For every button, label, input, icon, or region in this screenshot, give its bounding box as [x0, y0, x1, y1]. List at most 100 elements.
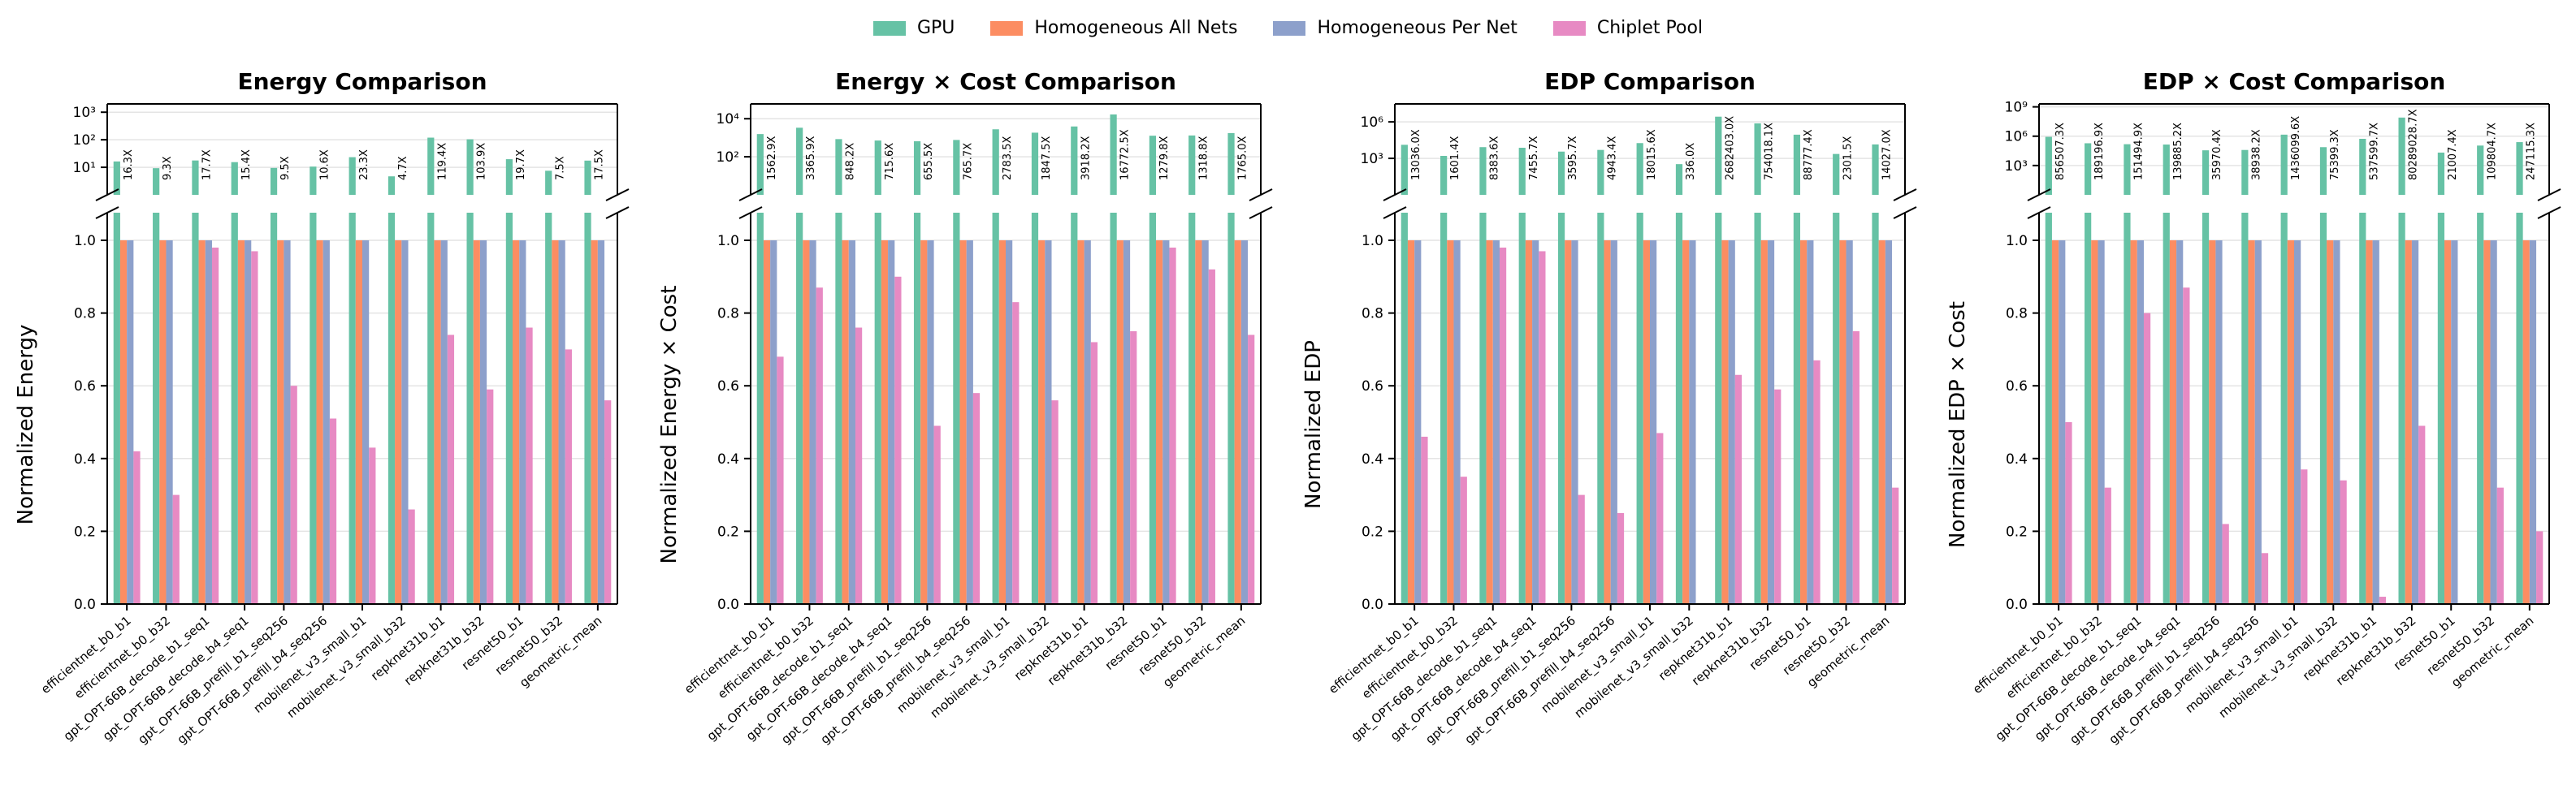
- bar-homogeneous-all-nets: [473, 240, 480, 604]
- bar-homogeneous-all-nets: [1077, 240, 1085, 604]
- axis-break-mark: [2027, 206, 2051, 219]
- bar-gpu-top: [756, 134, 764, 195]
- axis-break-mark: [2537, 188, 2561, 201]
- bar-homogeneous-per-net: [1846, 240, 1853, 604]
- bar-gpu: [913, 213, 921, 604]
- bar-chiplet-pool: [526, 327, 533, 604]
- bar-homogeneous-all-nets: [1760, 240, 1768, 604]
- bar-chiplet-pool: [1617, 513, 1625, 604]
- bar-gpu: [1188, 213, 1196, 604]
- bar-gpu: [2124, 213, 2131, 604]
- bar-gpu: [2085, 213, 2092, 604]
- axis-break-mark: [1383, 188, 1407, 201]
- bar-gpu: [1110, 213, 1117, 604]
- data-label: 10.6X: [318, 149, 331, 180]
- data-label: 247115.3X: [2526, 123, 2538, 180]
- bar-homogeneous-all-nets: [998, 240, 1006, 604]
- bar-gpu: [1479, 213, 1487, 604]
- y-tick-label: 0.0: [74, 597, 96, 613]
- bar-homogeneous-per-net: [1728, 240, 1735, 604]
- bar-homogeneous-per-net: [1123, 240, 1131, 604]
- bar-homogeneous-per-net: [1807, 240, 1814, 604]
- y-tick-label: 0.2: [74, 524, 96, 540]
- bar-gpu: [1401, 213, 1408, 604]
- y-tick-label: 10³: [73, 105, 96, 121]
- bar-homogeneous-all-nets: [2327, 240, 2334, 604]
- chart-panel-1: Energy Comparison 0.0 0.2 0.4 0.6 0.8 1.0 10¹ 10…: [14, 68, 630, 748]
- data-label: 19.7X: [515, 149, 527, 180]
- bar-gpu-top: [953, 140, 960, 195]
- bar-gpu-top: [1754, 123, 1761, 195]
- bar-gpu-top: [874, 140, 881, 195]
- data-label: 21007.4X: [2447, 129, 2459, 180]
- bar-chiplet-pool: [290, 386, 297, 604]
- bar-homogeneous-per-net: [1240, 240, 1249, 604]
- bar-chiplet-pool: [816, 287, 823, 604]
- bar-homogeneous-per-net: [1006, 240, 1013, 604]
- data-label: 1601.4X: [1449, 136, 1461, 180]
- data-label: 1436099.6X: [2290, 116, 2302, 180]
- y-tick-label: 1.0: [2006, 233, 2028, 249]
- bar-gpu-top: [1675, 164, 1683, 195]
- bar-gpu-top: [584, 160, 591, 195]
- data-label: 9.5X: [279, 156, 292, 180]
- bar-homogeneous-per-net: [440, 240, 448, 604]
- bar-homogeneous-all-nets: [2051, 240, 2059, 604]
- bar-gpu: [2045, 213, 2052, 604]
- bar-gpu: [505, 213, 513, 604]
- data-label: 3595.7X: [1567, 136, 1579, 180]
- bar-gpu: [874, 213, 881, 604]
- data-label: 189196.9X: [2093, 123, 2106, 180]
- bar-chiplet-pool: [1813, 360, 1821, 604]
- data-label: 75399.3X: [2329, 129, 2341, 180]
- bar-chiplet-pool: [1499, 247, 1507, 604]
- data-label: 38938.2X: [2250, 129, 2262, 180]
- bar-gpu-top: [2085, 143, 2092, 195]
- bar-gpu: [387, 213, 396, 604]
- y-tick-label: 10⁹: [2005, 100, 2028, 116]
- bar-gpu: [2398, 213, 2405, 604]
- bar-gpu: [1557, 213, 1565, 604]
- y-tick-label: 0.0: [717, 597, 739, 613]
- y-tick-label: 0.8: [74, 306, 96, 322]
- data-label: 15.4X: [240, 149, 253, 180]
- bar-homogeneous-all-nets: [1195, 240, 1202, 604]
- data-label: 655.5X: [923, 143, 935, 180]
- bar-gpu: [1675, 213, 1683, 604]
- bar-gpu-top: [1518, 147, 1526, 195]
- bar-homogeneous-all-nets: [959, 240, 967, 604]
- bar-gpu-top: [1110, 114, 1117, 195]
- bar-chiplet-pool: [211, 247, 219, 604]
- bar-gpu: [2477, 213, 2484, 604]
- bar-chiplet-pool: [1421, 436, 1428, 604]
- bar-homogeneous-all-nets: [1878, 240, 1885, 604]
- chart-panel-2: Energy × Cost Comparison 0.0 0.2 0.4 0.6 0.8 1…: [657, 68, 1273, 748]
- bar-homogeneous-all-nets: [2091, 240, 2098, 604]
- y-tick-label: 0.2: [1362, 524, 1383, 540]
- bar-homogeneous-per-net: [245, 240, 252, 604]
- bar-gpu: [270, 213, 278, 604]
- axis-break-mark: [605, 188, 630, 201]
- bar-homogeneous-per-net: [2215, 240, 2223, 604]
- y-tick-label: 0.4: [74, 451, 96, 468]
- y-tick-label: 10¹: [73, 160, 96, 176]
- bar-gpu: [545, 213, 552, 604]
- bar-homogeneous-per-net: [558, 240, 565, 604]
- bar-gpu-top: [545, 170, 552, 195]
- bar-chiplet-pool: [1090, 342, 1098, 604]
- bar-homogeneous-all-nets: [2169, 240, 2177, 604]
- bar-homogeneous-per-net: [2137, 240, 2144, 604]
- bar-gpu: [1518, 213, 1526, 604]
- axis-break-mark: [738, 206, 763, 219]
- bar-homogeneous-all-nets: [1721, 240, 1729, 604]
- legend-swatch-homogeneous-all-nets: [990, 20, 1024, 36]
- bar-homogeneous-all-nets: [1486, 240, 1493, 604]
- bar-homogeneous-per-net: [401, 240, 409, 604]
- y-tick-label: 0.4: [2006, 451, 2028, 468]
- bar-gpu-top: [270, 167, 278, 195]
- bar-homogeneous-per-net: [809, 240, 816, 604]
- bar-homogeneous-per-net: [2529, 240, 2537, 604]
- bar-homogeneous-per-net: [1532, 240, 1539, 604]
- axis-break-mark: [1893, 188, 1917, 201]
